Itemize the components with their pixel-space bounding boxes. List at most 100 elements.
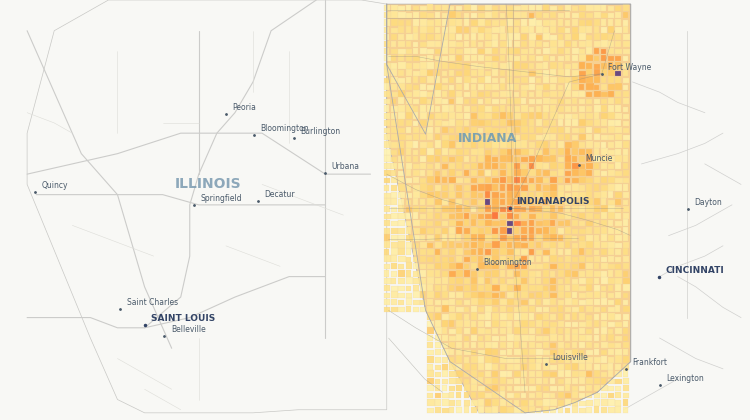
Bar <box>615 213 621 219</box>
Bar <box>464 186 470 191</box>
Bar <box>550 343 556 348</box>
Bar <box>586 99 592 105</box>
Bar <box>456 142 462 147</box>
Bar <box>449 142 454 147</box>
Bar <box>427 212 433 219</box>
Bar <box>543 399 550 406</box>
Bar <box>485 33 493 40</box>
Bar <box>565 350 572 355</box>
Bar <box>594 119 600 126</box>
Bar <box>456 291 464 298</box>
Bar <box>586 284 592 291</box>
Bar <box>557 249 563 255</box>
Bar <box>521 113 528 119</box>
Bar <box>449 77 454 83</box>
Bar <box>608 349 614 355</box>
Bar <box>435 19 441 26</box>
Bar <box>500 391 505 399</box>
Bar <box>442 314 448 320</box>
Bar <box>521 372 527 377</box>
Bar <box>615 56 621 61</box>
Bar <box>594 364 600 370</box>
Bar <box>594 307 600 312</box>
Bar <box>406 98 412 105</box>
Bar <box>622 78 629 83</box>
Bar <box>384 5 390 11</box>
Bar <box>557 270 564 277</box>
Bar <box>529 256 534 262</box>
Bar <box>464 363 470 370</box>
Bar <box>507 213 513 219</box>
Bar <box>493 6 498 11</box>
Bar <box>622 135 630 140</box>
Bar <box>550 155 556 162</box>
Bar <box>420 206 426 212</box>
Bar <box>485 214 493 219</box>
Bar <box>507 400 512 406</box>
Bar <box>529 126 534 133</box>
Bar <box>507 407 514 413</box>
Bar <box>521 236 527 241</box>
Bar <box>514 264 520 269</box>
Bar <box>601 350 607 355</box>
Bar <box>406 163 412 169</box>
Bar <box>514 127 520 133</box>
Bar <box>435 278 441 284</box>
Bar <box>557 113 564 119</box>
Bar <box>572 48 578 54</box>
Bar <box>615 284 620 291</box>
Bar <box>420 156 426 162</box>
Bar <box>478 69 484 76</box>
Bar <box>529 264 536 269</box>
Bar <box>550 241 556 248</box>
Bar <box>622 128 629 133</box>
Bar <box>550 177 556 184</box>
Bar <box>601 105 607 112</box>
Bar <box>471 199 476 205</box>
Bar <box>507 55 513 61</box>
Bar <box>615 141 622 147</box>
Bar <box>413 33 419 40</box>
Bar <box>406 221 411 226</box>
Bar <box>536 220 543 226</box>
Bar <box>471 149 478 155</box>
Bar <box>507 91 512 97</box>
Bar <box>449 199 454 205</box>
Bar <box>398 199 404 205</box>
Bar <box>478 386 485 391</box>
Bar <box>594 263 599 269</box>
Bar <box>615 314 621 320</box>
Bar <box>384 278 391 284</box>
Bar <box>478 228 484 234</box>
Bar <box>622 336 628 341</box>
Bar <box>384 228 391 234</box>
Bar <box>471 219 476 226</box>
Bar <box>435 90 442 97</box>
Bar <box>586 141 593 147</box>
Bar <box>485 378 492 384</box>
Bar <box>579 71 586 76</box>
Bar <box>536 169 542 176</box>
Bar <box>485 84 492 90</box>
Bar <box>420 55 425 61</box>
Bar <box>398 156 404 162</box>
Bar <box>493 357 499 362</box>
Bar <box>442 257 448 262</box>
Bar <box>536 299 542 305</box>
Bar <box>594 393 600 399</box>
Bar <box>514 256 521 262</box>
Bar <box>406 306 411 312</box>
Bar <box>471 370 476 377</box>
Bar <box>500 321 506 327</box>
Bar <box>478 84 484 90</box>
Bar <box>464 328 470 334</box>
Bar <box>464 392 469 399</box>
Bar <box>579 342 585 348</box>
Bar <box>442 364 448 370</box>
Bar <box>550 69 556 76</box>
Bar <box>384 128 391 133</box>
Bar <box>550 350 557 355</box>
Bar <box>586 335 592 341</box>
Bar <box>398 248 405 255</box>
Bar <box>572 284 579 291</box>
